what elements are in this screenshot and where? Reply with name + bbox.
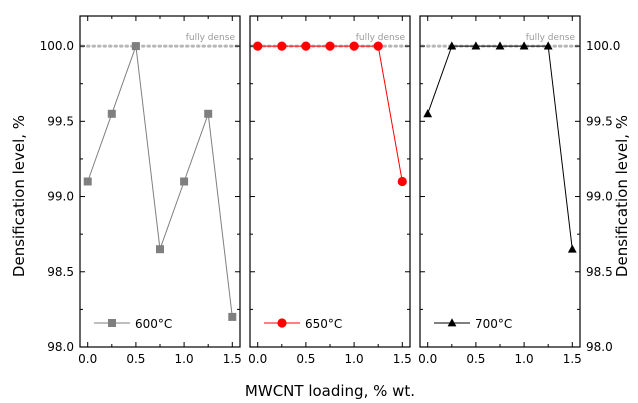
data-point [228, 312, 237, 321]
x-tick-label: 0.0 [418, 352, 437, 366]
legend-label: 600°C [135, 317, 172, 331]
data-point [253, 41, 263, 51]
y-axis-title-right: Densification level, % [613, 115, 631, 277]
y-tick-label-right: 99.5 [586, 114, 613, 128]
panel-1: fully dense 0.0 0.5 1.0 1.5 98.0 98.5 99.0 99.5 1… [40, 15, 242, 366]
data-point [349, 41, 359, 51]
y-tick-label-right: 98.0 [586, 340, 613, 354]
series-line [257, 45, 403, 182]
y-tick-label-right: 100.0 [586, 39, 620, 53]
data-point [131, 42, 140, 51]
data-point [204, 109, 213, 118]
data-point [447, 41, 457, 50]
legend-label: 700°C [475, 317, 512, 331]
y-tick-label-right: 98.5 [586, 265, 613, 279]
fully-dense-annotation: fully dense [186, 33, 236, 43]
x-tick-label: 0.5 [466, 352, 485, 366]
data-point [495, 41, 505, 50]
legend-marker [277, 318, 287, 328]
data-point [397, 176, 407, 187]
x-tick-label: 1.5 [393, 352, 412, 366]
y-tick-label-left: 98.0 [47, 340, 74, 354]
data-point [543, 41, 553, 50]
panel-frame [249, 15, 411, 348]
data-point [180, 177, 189, 186]
series-line [427, 45, 573, 250]
fully-dense-annotation: fully dense [526, 33, 576, 43]
data-point [519, 41, 529, 50]
y-tick-label-left: 98.5 [47, 265, 74, 279]
data-point [471, 41, 481, 50]
panel-3: fully dense 0.0 0.5 1.0 1.5 98.0 98.5 99.0 99.5 1… [418, 15, 620, 366]
data-point [423, 109, 433, 118]
data-point [107, 109, 116, 118]
x-axis-title: MWCNT loading, % wt. [245, 382, 415, 400]
data-point [301, 41, 311, 51]
x-tick-label: 0.0 [78, 352, 97, 366]
legend-marker [447, 318, 457, 327]
panel-frame [419, 15, 581, 348]
y-tick-label-left: 100.0 [40, 39, 74, 53]
series-line [87, 45, 233, 317]
data-point [373, 41, 383, 51]
data-point [277, 41, 287, 51]
data-point [156, 245, 164, 254]
x-tick-label: 1.5 [563, 352, 582, 366]
legend-label: 650°C [305, 317, 342, 331]
data-point [83, 177, 92, 186]
x-tick-label: 0.5 [296, 352, 315, 366]
x-tick-label: 1.0 [175, 352, 194, 366]
x-tick-label: 0.0 [248, 352, 267, 366]
y-tick-label-right: 99.0 [586, 190, 613, 204]
plot-layer: fully dense 0.0 0.5 1.0 1.5 98.0 98.5 99.0 99.5 1… [40, 15, 620, 366]
data-point [325, 41, 335, 51]
x-tick-label: 1.0 [345, 352, 364, 366]
x-tick-label: 1.0 [515, 352, 534, 366]
fully-dense-annotation: fully dense [356, 33, 406, 43]
legend-marker [108, 319, 116, 327]
x-tick-label: 1.5 [223, 352, 242, 366]
panel-2: fully dense 0.0 0.5 1.0 1.5 650°C [248, 15, 412, 366]
y-tick-label-left: 99.0 [47, 190, 74, 204]
x-tick-label: 0.5 [126, 352, 145, 366]
data-point [567, 244, 577, 253]
y-axis-title-left: Densification level, % [10, 115, 28, 277]
y-tick-label-left: 99.5 [47, 114, 74, 128]
